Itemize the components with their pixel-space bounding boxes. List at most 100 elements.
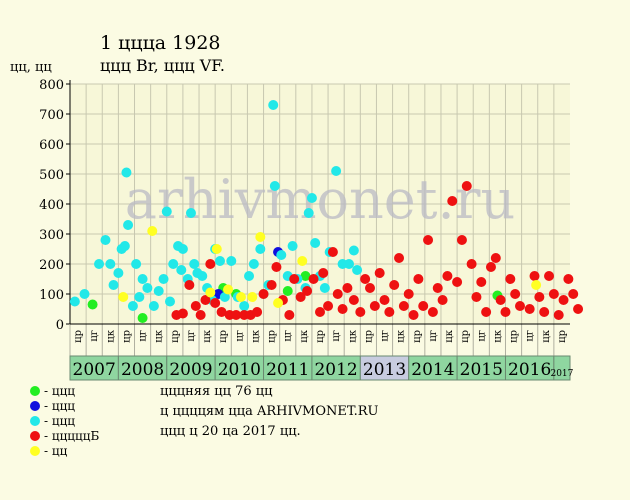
data-point xyxy=(142,283,153,293)
legend-entry: - ццц xyxy=(30,384,75,398)
data-point xyxy=(548,289,559,299)
data-point xyxy=(495,295,506,305)
legend-entry: - ццц xyxy=(30,414,75,428)
data-point xyxy=(568,289,579,299)
data-point xyxy=(239,301,250,311)
data-point xyxy=(476,277,487,287)
quarter-label: цр xyxy=(460,330,471,343)
data-point xyxy=(216,307,227,317)
data-point xyxy=(310,238,321,248)
quarter-label: цр xyxy=(267,330,278,343)
data-point xyxy=(427,307,438,317)
note-line-1: цццняя цц 76 цц xyxy=(160,384,273,399)
quarter-label: цк xyxy=(396,329,407,342)
data-point xyxy=(185,208,196,218)
data-point xyxy=(437,295,448,305)
chart-title: 1 цццa 1928 xyxy=(100,32,221,54)
legend-label: - ццц xyxy=(44,384,76,398)
y-tick-label: 200 xyxy=(39,258,64,273)
data-point xyxy=(337,304,348,314)
y-tick-label: 700 xyxy=(39,108,64,123)
data-point xyxy=(300,271,311,281)
data-point xyxy=(247,292,258,302)
note-line-2: ц ццццям цца ARHIVMONET.RU xyxy=(160,404,379,419)
legend-label: - ццц xyxy=(44,399,76,413)
data-point xyxy=(121,167,132,178)
data-point xyxy=(308,274,319,284)
data-point xyxy=(352,265,363,275)
data-point xyxy=(452,277,463,287)
legend-swatch xyxy=(30,431,40,441)
y-tick-label: 600 xyxy=(39,138,64,153)
data-point xyxy=(108,280,119,290)
data-point xyxy=(408,310,419,320)
year-label: 2014 xyxy=(411,360,454,380)
data-point xyxy=(529,271,540,281)
data-point xyxy=(195,310,206,320)
year-box xyxy=(456,355,506,381)
data-point xyxy=(148,301,159,311)
quarter-label: цг xyxy=(331,330,342,342)
quarter-label: цр xyxy=(121,330,132,343)
data-point xyxy=(323,301,334,311)
quarter-label: цг xyxy=(380,330,391,342)
data-point xyxy=(211,244,222,254)
data-point xyxy=(131,259,142,269)
legend-label: - цццццБ xyxy=(44,429,100,443)
data-point xyxy=(423,235,434,245)
quarter-label: цк xyxy=(492,329,503,342)
quarter-label: цк xyxy=(299,329,310,342)
data-point xyxy=(134,292,145,302)
data-point xyxy=(327,247,338,257)
data-point xyxy=(413,274,424,284)
data-point xyxy=(398,301,409,311)
data-point xyxy=(500,307,511,317)
data-point xyxy=(319,283,330,293)
y-tick-label: 300 xyxy=(39,228,64,243)
data-point xyxy=(258,289,269,299)
data-point xyxy=(282,286,293,296)
data-point xyxy=(531,280,542,290)
quarter-label: цр xyxy=(73,330,84,343)
data-point xyxy=(158,274,169,284)
data-point xyxy=(369,301,380,311)
data-point xyxy=(342,283,353,293)
quarter-label: цк xyxy=(347,329,358,342)
data-point xyxy=(481,307,492,317)
data-point xyxy=(534,292,545,302)
data-point xyxy=(539,307,550,317)
data-point xyxy=(197,271,208,281)
y-tick-label: 100 xyxy=(39,288,64,303)
quarter-label: цр xyxy=(412,330,423,343)
data-point xyxy=(200,295,211,305)
data-point xyxy=(403,289,414,299)
data-point xyxy=(137,274,148,284)
data-point xyxy=(297,256,308,266)
year-box xyxy=(311,355,361,381)
data-point xyxy=(471,292,482,302)
data-point xyxy=(553,310,564,320)
quarter-label: цг xyxy=(138,330,149,342)
data-point xyxy=(273,298,284,308)
data-point xyxy=(510,289,521,299)
legend-label: - ццц xyxy=(44,414,76,428)
data-point xyxy=(147,226,158,236)
y-tick-label: 400 xyxy=(39,198,64,213)
data-point xyxy=(153,286,164,296)
year-box xyxy=(553,355,571,381)
data-point xyxy=(485,262,496,272)
data-point xyxy=(287,241,298,251)
data-point xyxy=(269,181,280,191)
data-point xyxy=(432,283,443,293)
data-point xyxy=(161,206,172,217)
data-point xyxy=(255,244,266,254)
data-point xyxy=(558,295,569,305)
data-point xyxy=(332,289,343,299)
quarter-label: цр xyxy=(557,330,568,343)
data-point xyxy=(379,295,390,305)
year-label: 2009 xyxy=(169,360,212,380)
data-point xyxy=(318,268,329,278)
year-label: 2007 xyxy=(73,360,116,380)
chart-subtitle: ццц Br, ццц VF. xyxy=(100,56,225,75)
